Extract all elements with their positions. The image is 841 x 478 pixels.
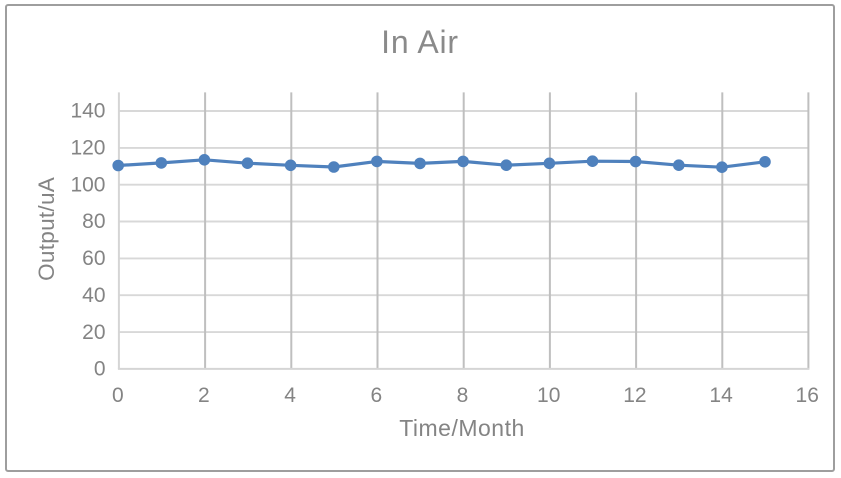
svg-text:In Air: In Air [381,24,459,60]
svg-text:Time/Month: Time/Month [399,415,525,441]
svg-text:80: 80 [82,210,105,233]
svg-text:8: 8 [457,384,469,407]
svg-text:16: 16 [796,384,819,407]
svg-text:Output/uA: Output/uA [34,177,59,281]
svg-text:14: 14 [709,384,733,407]
svg-text:40: 40 [82,284,105,307]
svg-text:6: 6 [370,384,382,407]
svg-text:0: 0 [112,384,124,407]
svg-text:60: 60 [82,247,105,270]
svg-text:4: 4 [284,384,296,407]
svg-text:140: 140 [70,100,105,123]
svg-text:2: 2 [198,384,210,407]
svg-text:0: 0 [94,358,106,381]
svg-text:100: 100 [70,173,105,196]
svg-text:120: 120 [70,137,105,160]
svg-text:20: 20 [82,321,105,344]
svg-text:10: 10 [537,384,560,407]
svg-text:12: 12 [623,384,646,407]
